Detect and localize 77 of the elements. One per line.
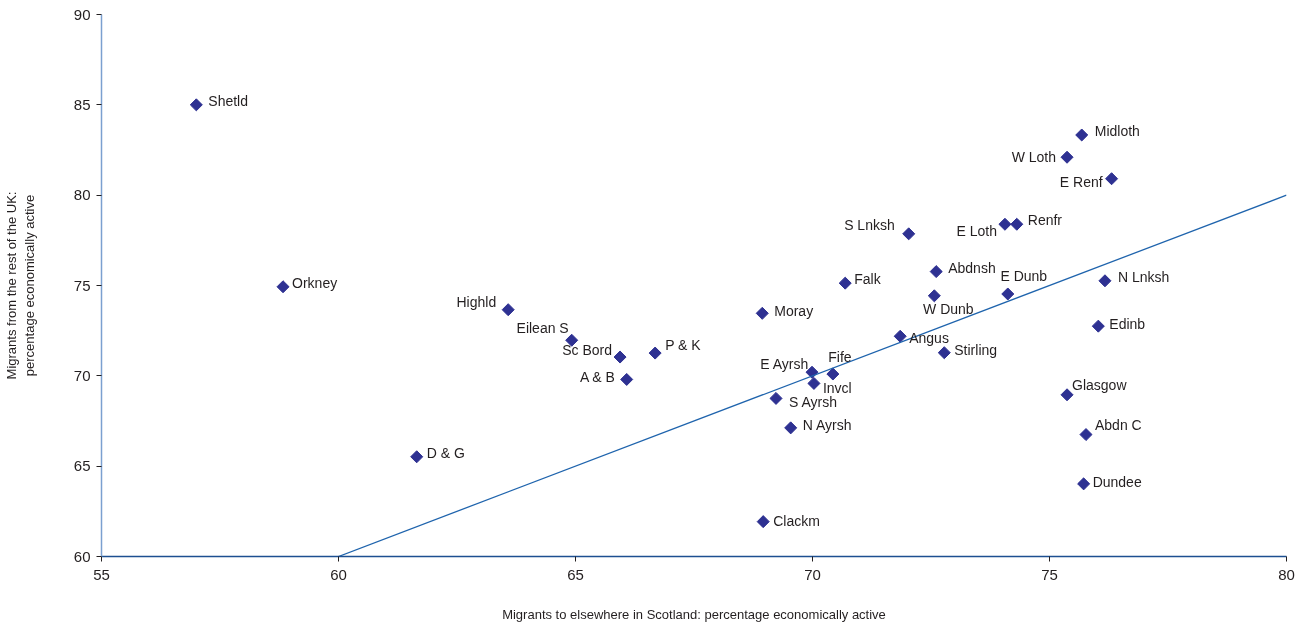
- annotation: Angus: [909, 330, 949, 347]
- annotation: W Loth: [1011, 149, 1057, 166]
- x-tick-label: 75: [1041, 565, 1058, 583]
- point: [826, 367, 840, 381]
- annotation: S Lnksh: [844, 216, 895, 233]
- annotation: Orkney: [292, 274, 338, 291]
- annotation: Clackm: [773, 512, 820, 529]
- point: [784, 421, 798, 435]
- annotation: Midloth: [1094, 123, 1140, 139]
- x-tick-label: 70: [804, 565, 821, 583]
- point: [893, 329, 907, 343]
- annotation: Fife: [828, 349, 852, 366]
- point: [276, 280, 290, 294]
- annotation: Eilean S: [516, 320, 569, 337]
- point: [1077, 477, 1091, 491]
- point: [1098, 274, 1112, 288]
- y-tick-label: 75: [73, 276, 91, 294]
- point: [807, 376, 821, 390]
- annotation: E Renf: [1059, 173, 1103, 190]
- point: [838, 276, 852, 290]
- point: [927, 289, 941, 303]
- point: [998, 217, 1012, 231]
- x-tick-label: 55: [93, 565, 110, 583]
- annotation: W Dunb: [923, 300, 974, 317]
- x-tick-label: 65: [567, 565, 584, 583]
- y-axis-title: Migrants from the rest of the UK: percentage economically active: [3, 191, 37, 380]
- x-axis-title: Migrants to elsewhere in Scotland: percentage economically active: [502, 606, 886, 622]
- annotation: E Ayrsh: [760, 356, 809, 373]
- annotation: A & B: [579, 369, 615, 386]
- point: [1060, 388, 1074, 402]
- y-tick-label: 70: [73, 366, 91, 384]
- point: [189, 98, 203, 112]
- point: [902, 227, 916, 241]
- point: [501, 303, 515, 317]
- point: [1105, 172, 1119, 186]
- point: [620, 372, 634, 386]
- point: [1091, 319, 1105, 333]
- annotation: Abdn C: [1095, 416, 1142, 433]
- annotation: Glasgow: [1072, 376, 1128, 393]
- point: [410, 450, 424, 464]
- y-tick-label: 80: [73, 186, 91, 204]
- annotation: Highld: [456, 293, 497, 310]
- annotation: Invcl: [822, 380, 852, 397]
- point: [1060, 150, 1074, 164]
- annotation: Falk: [854, 271, 882, 288]
- annotation: Moray: [774, 303, 814, 320]
- y-tick-label: 65: [73, 457, 91, 475]
- annotation: Edinb: [1109, 316, 1146, 333]
- annotation: N Ayrsh: [802, 416, 852, 433]
- point: [1010, 217, 1024, 231]
- annotation: E Dunb: [1000, 267, 1048, 284]
- point: [1075, 128, 1089, 142]
- y-tick-label: 90: [73, 5, 91, 23]
- point: [937, 346, 951, 360]
- annotation: Abdnsh: [948, 259, 996, 276]
- point: [1079, 428, 1093, 442]
- y-tick-label: 60: [73, 547, 91, 565]
- annotation: Stirling: [954, 341, 998, 358]
- annotation: Renfr: [1027, 212, 1063, 229]
- annotation: S Ayrsh: [789, 394, 837, 411]
- point: [756, 515, 770, 529]
- annotation: Dundee: [1092, 473, 1142, 490]
- point: [613, 350, 627, 364]
- annotation: N Lnksh: [1117, 268, 1170, 285]
- annotation: E Loth: [956, 223, 997, 240]
- annotation: P & K: [665, 337, 702, 354]
- annotation: D & G: [426, 444, 465, 461]
- x-tick-label: 80: [1278, 565, 1295, 583]
- point: [929, 265, 943, 279]
- x-tick-label: 60: [330, 565, 347, 583]
- annotation: Sc Bord: [562, 342, 613, 359]
- point: [769, 391, 783, 405]
- annotation: Shetld: [208, 92, 248, 109]
- y-tick-label: 85: [73, 95, 91, 113]
- point: [755, 306, 769, 320]
- point: [648, 346, 662, 360]
- point: [1001, 287, 1015, 301]
